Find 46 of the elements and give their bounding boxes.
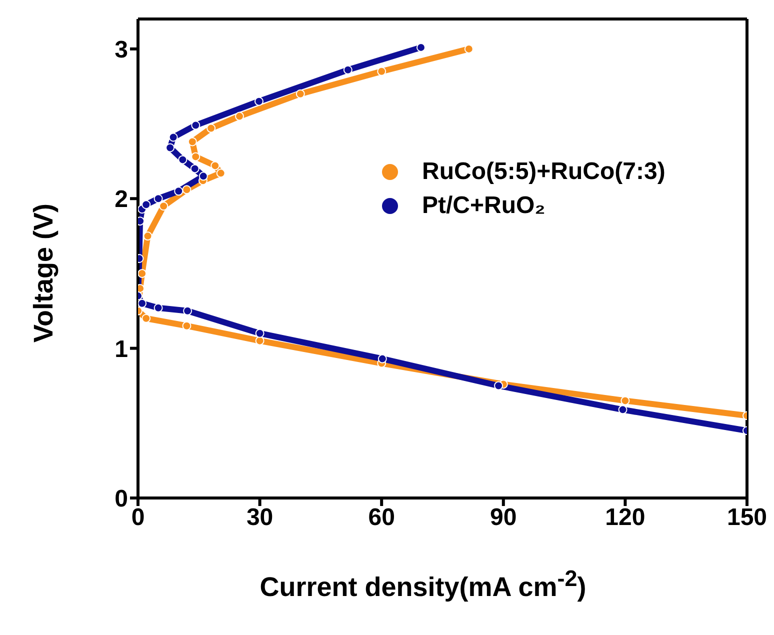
point xyxy=(255,328,264,338)
point xyxy=(159,202,168,211)
point xyxy=(343,65,352,74)
x-tick-label: 60 xyxy=(368,504,395,532)
point xyxy=(620,396,630,406)
point xyxy=(254,96,264,106)
point xyxy=(235,112,244,121)
y-tick-label: 1 xyxy=(114,336,128,363)
y-tick-label: 0 xyxy=(114,486,128,513)
legend-label: Pt/C+RuO₂ xyxy=(422,192,546,220)
point xyxy=(255,336,264,346)
point xyxy=(142,314,151,323)
point xyxy=(618,405,628,414)
point xyxy=(210,161,220,170)
point xyxy=(183,306,192,316)
point xyxy=(154,194,163,204)
point xyxy=(191,152,200,162)
y-axis-title: Voltage (V) xyxy=(28,203,60,343)
point xyxy=(182,321,192,330)
point xyxy=(174,186,184,196)
point xyxy=(182,185,192,194)
x-tick-label: 150 xyxy=(726,504,768,532)
point xyxy=(206,124,216,133)
point xyxy=(166,143,175,152)
point xyxy=(494,381,504,390)
point xyxy=(191,120,200,130)
point xyxy=(138,298,147,308)
x-axis-title: Current density(mA cm$^{-2}$) xyxy=(258,566,588,603)
y-tick-label: 2 xyxy=(114,186,128,214)
point xyxy=(198,172,208,181)
point xyxy=(296,89,305,98)
point xyxy=(168,132,178,142)
x-tick-label: 90 xyxy=(490,504,517,532)
point xyxy=(377,66,386,76)
point xyxy=(142,200,151,210)
legend-label: RuCo(5:5)+RuCo(7:3) xyxy=(422,158,666,186)
x-tick-label: 30 xyxy=(246,504,274,532)
point xyxy=(216,168,226,178)
point xyxy=(188,137,197,146)
point xyxy=(143,232,152,241)
point xyxy=(154,303,163,312)
point xyxy=(178,155,188,164)
x-tick-label: 120 xyxy=(605,504,646,532)
point xyxy=(190,164,200,174)
y-tick-label: 3 xyxy=(114,36,128,64)
point xyxy=(378,354,387,364)
